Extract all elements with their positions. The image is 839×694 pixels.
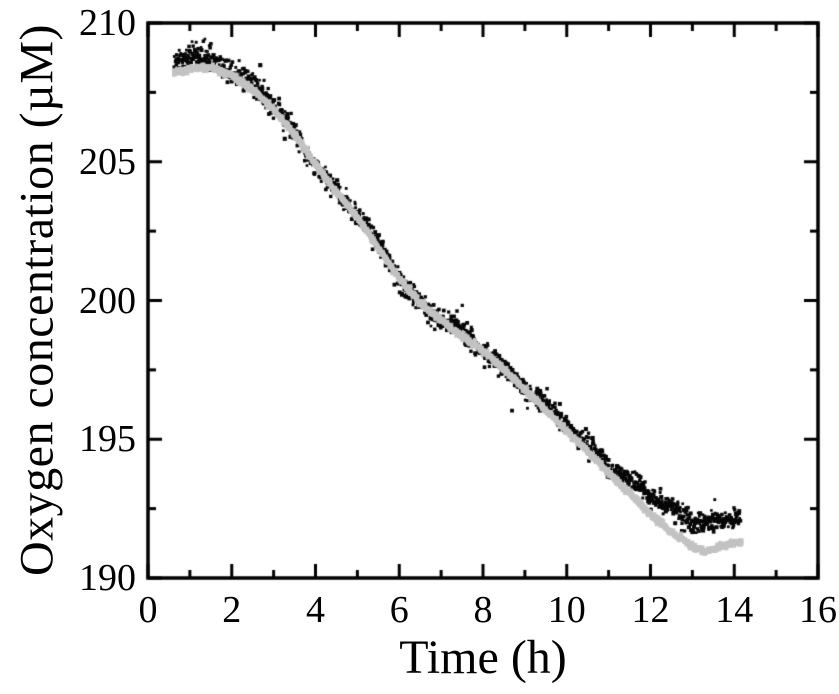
x-tick-label: 6: [389, 589, 409, 631]
x-tick-label: 14: [715, 589, 754, 631]
x-tick-label: 10: [547, 589, 586, 631]
y-tick-label: 195: [79, 418, 136, 461]
y-axis-title: Oxygen concentration (µM): [10, 24, 64, 576]
y-tick-label: 190: [79, 557, 136, 599]
x-tick-label: 0: [138, 589, 158, 631]
x-tick-label: 16: [799, 589, 837, 631]
x-tick-label: 4: [306, 589, 325, 631]
x-tick-label: 12: [631, 589, 670, 631]
y-tick-label: 210: [79, 2, 136, 44]
y-tick-label: 200: [79, 279, 136, 322]
x-tick-label: 8: [473, 589, 493, 631]
x-axis-title: Time (h): [399, 631, 567, 684]
x-tick-label: 2: [222, 589, 242, 631]
y-tick-label: 205: [79, 140, 136, 183]
